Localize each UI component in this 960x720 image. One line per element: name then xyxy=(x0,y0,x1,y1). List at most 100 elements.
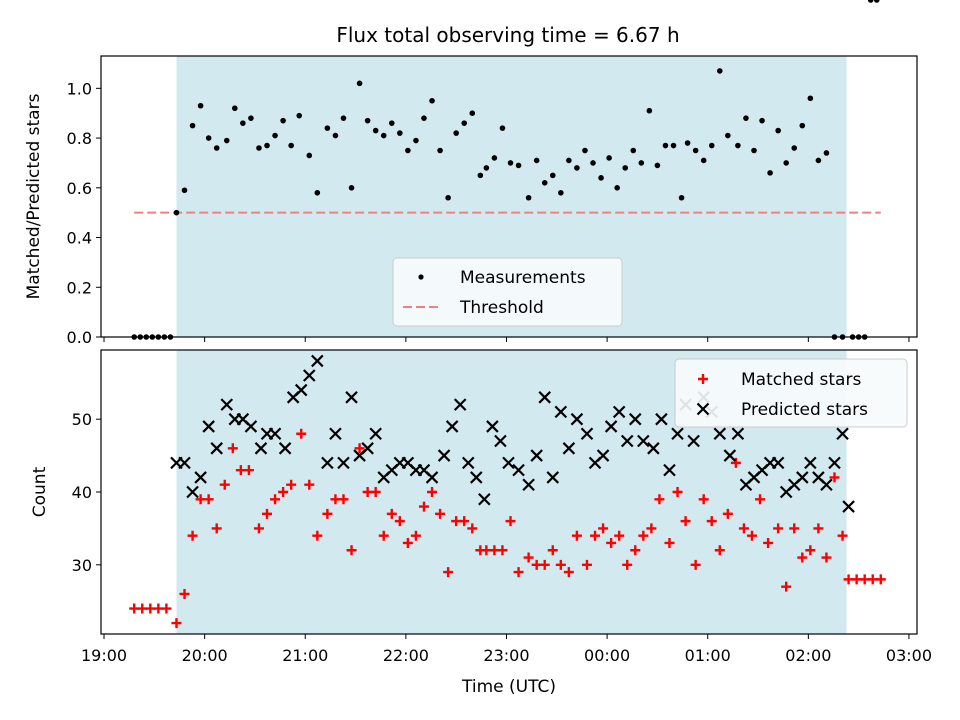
legend-predicted-x xyxy=(696,402,710,416)
predicted-star-point xyxy=(723,449,737,462)
matched-star-point xyxy=(654,494,665,505)
measurement-point xyxy=(240,120,246,126)
x-tick-label: 23:00 xyxy=(483,646,529,665)
top-y-tick-label: 0.4 xyxy=(67,229,92,248)
measurement-point xyxy=(429,97,435,104)
matched-star-point xyxy=(286,479,297,490)
predicted-stars-points xyxy=(170,354,855,513)
predicted-star-point xyxy=(771,456,785,470)
matched-star-point xyxy=(598,523,609,534)
matched-star-point xyxy=(312,530,323,541)
measurement-point xyxy=(421,115,427,121)
legend-matched-label: Matched stars xyxy=(741,370,861,390)
measurement-point xyxy=(692,147,699,154)
measurement-point xyxy=(272,132,278,139)
legend-measurements-marker xyxy=(418,274,424,280)
matched-star-point xyxy=(410,530,421,541)
matched-star-point xyxy=(829,472,840,483)
matched-star-point xyxy=(738,523,749,534)
measurement-point xyxy=(296,112,303,119)
predicted-star-point xyxy=(596,449,610,462)
predicted-star-point xyxy=(580,427,594,441)
predicted-star-point xyxy=(445,420,459,433)
predicted-star-point xyxy=(538,391,551,404)
matched-star-point xyxy=(187,530,198,541)
bottom-y-axis-ticks: 30 40 50 xyxy=(72,410,101,575)
measurement-point xyxy=(807,95,814,102)
matched-star-point xyxy=(179,588,190,599)
predicted-star-point xyxy=(337,456,350,470)
predicted-star-point xyxy=(302,369,316,382)
top-y-tick-label: 0.0 xyxy=(67,328,92,347)
top-axes-frame xyxy=(100,55,918,338)
matched-star-point xyxy=(789,523,800,534)
measurement-point xyxy=(646,107,653,114)
predicted-star-point xyxy=(796,471,809,484)
predicted-star-point xyxy=(220,398,234,411)
measurement-point xyxy=(700,157,707,164)
measurement-point xyxy=(638,160,645,166)
top-y-axis-label: Matched/Predicted stars xyxy=(24,93,44,299)
measurement-point xyxy=(662,142,669,149)
measurement-point xyxy=(654,162,661,169)
matched-star-point xyxy=(322,508,333,519)
top-legend-box xyxy=(392,257,623,327)
predicted-star-point xyxy=(671,427,684,441)
measurement-point xyxy=(716,68,723,74)
matched-star-point xyxy=(296,428,307,439)
measurement-point xyxy=(306,152,313,159)
matched-star-point xyxy=(805,545,816,556)
predicted-star-point xyxy=(828,456,841,470)
predicted-star-point xyxy=(425,471,439,484)
bottom-x-axis-ticks: 19:00 20:00 21:00 22:00 23:00 00:00 01:00 02:00… xyxy=(81,634,932,665)
measurement-point xyxy=(735,142,741,149)
measurement-point xyxy=(815,157,822,164)
measurement-point xyxy=(549,172,556,179)
measurement-point xyxy=(799,122,806,129)
matched-star-point xyxy=(203,494,214,505)
measurement-point xyxy=(767,170,773,176)
predicted-star-point xyxy=(194,471,207,484)
matched-star-point xyxy=(638,530,649,541)
matched-star-point xyxy=(672,487,683,497)
predicted-star-point xyxy=(244,420,258,433)
measurement-point xyxy=(491,155,498,161)
legend-predicted-marker xyxy=(696,402,710,416)
matched-star-point xyxy=(243,465,254,476)
measurement-point xyxy=(413,137,419,144)
measurement-point xyxy=(232,105,238,112)
measurement-point xyxy=(437,147,443,154)
measurement-point xyxy=(622,165,629,171)
matched-star-point xyxy=(722,508,733,519)
measurement-point xyxy=(248,115,254,121)
matched-stars-points xyxy=(129,428,886,629)
top-legend: Measurements Threshold xyxy=(392,257,623,327)
predicted-star-point xyxy=(713,427,727,441)
measurement-point xyxy=(515,162,522,169)
measurement-points xyxy=(131,0,880,340)
predicted-star-point xyxy=(687,434,700,448)
matched-star-point xyxy=(714,545,725,556)
predicted-star-point xyxy=(546,471,560,484)
measurement-point xyxy=(469,110,476,116)
predicted-star-point xyxy=(647,442,660,455)
measurement-point xyxy=(725,132,731,139)
predicted-star-point xyxy=(268,427,282,441)
matched-star-point xyxy=(555,559,566,570)
matched-star-point xyxy=(698,494,709,505)
predicted-star-point xyxy=(478,493,491,506)
matched-star-point xyxy=(219,479,230,490)
measurement-point xyxy=(364,117,371,124)
matched-star-point xyxy=(304,479,315,490)
matched-star-point xyxy=(262,508,273,519)
measurement-point xyxy=(477,172,484,179)
measurement-point xyxy=(743,115,749,121)
matched-star-point xyxy=(278,487,289,497)
x-tick-label: 00:00 xyxy=(584,646,630,665)
matched-star-point xyxy=(646,523,657,534)
predicted-star-point xyxy=(663,463,676,477)
legend-matched-plus xyxy=(698,374,708,384)
matched-star-point xyxy=(690,559,701,570)
matched-star-point xyxy=(253,523,264,534)
matched-star-point xyxy=(590,530,601,541)
